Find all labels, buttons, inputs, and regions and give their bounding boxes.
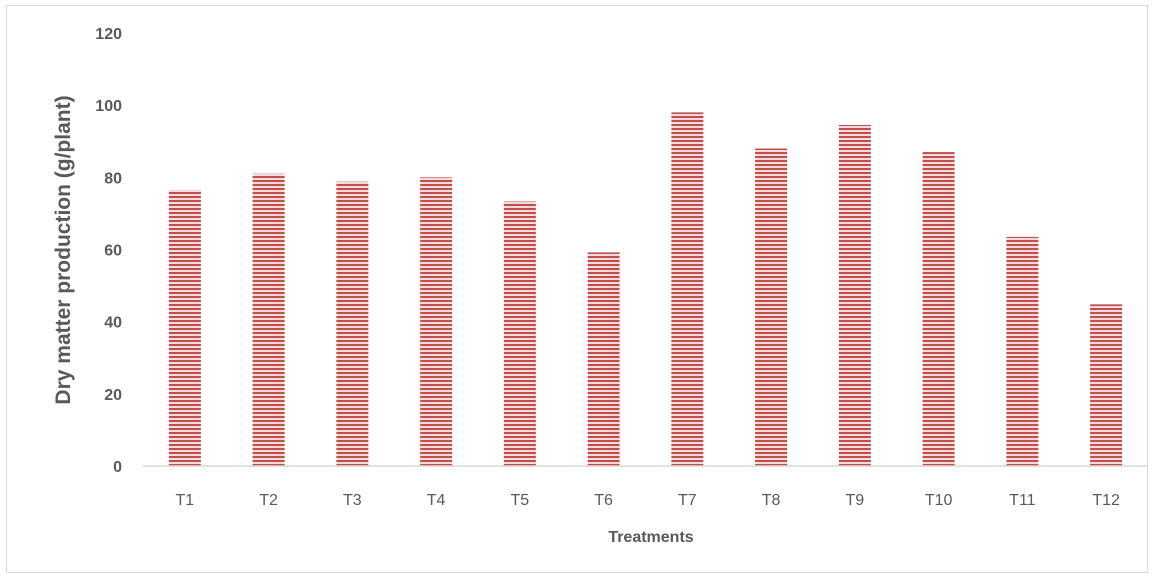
x-tick-label: T9 — [846, 492, 865, 509]
x-tick-label: T11 — [1009, 492, 1035, 509]
y-tick-label: 100 — [95, 98, 122, 115]
x-tick-label: T6 — [594, 492, 613, 509]
y-tick-label: 0 — [113, 459, 122, 476]
y-tick-label: 60 — [104, 243, 122, 260]
x-tick-label: T4 — [427, 492, 446, 509]
y-tick-label: 40 — [104, 315, 122, 332]
bar-t9 — [838, 125, 871, 466]
x-tick-label: T2 — [259, 492, 278, 509]
x-axis-title: Treatments — [608, 529, 693, 546]
bar-t4 — [420, 177, 453, 467]
x-tick-label: T3 — [343, 492, 362, 509]
y-axis-title: Dry matter production (g/plant) — [52, 95, 75, 404]
bar-t2 — [252, 173, 285, 466]
x-tick-label: T7 — [678, 492, 697, 509]
bar-t3 — [336, 181, 369, 466]
x-tick-label: T5 — [511, 492, 530, 509]
y-tick-labels: 0 20 40 60 80 100 120 — [95, 26, 122, 476]
x-tick-label: T8 — [762, 492, 781, 509]
x-tick-label: T12 — [1092, 492, 1120, 509]
bar-t11 — [1006, 236, 1039, 466]
bar-t8 — [755, 148, 788, 466]
y-tick-label: 120 — [95, 26, 122, 43]
bar-t1 — [168, 189, 201, 466]
bars-group — [168, 112, 1123, 467]
bar-t5 — [503, 201, 536, 467]
bar-t7 — [671, 112, 704, 466]
y-tick-label: 20 — [104, 387, 122, 404]
y-tick-label: 80 — [104, 170, 122, 187]
bar-t12 — [1090, 304, 1123, 466]
x-tick-labels: T1 T2 T3 T4 T5 T6 T7 T8 T9 T10 T11 T12 — [176, 492, 1120, 509]
bar-t6 — [587, 252, 620, 466]
x-tick-label: T1 — [176, 492, 195, 509]
x-tick-label: T10 — [925, 492, 953, 509]
bar-t10 — [922, 152, 955, 466]
